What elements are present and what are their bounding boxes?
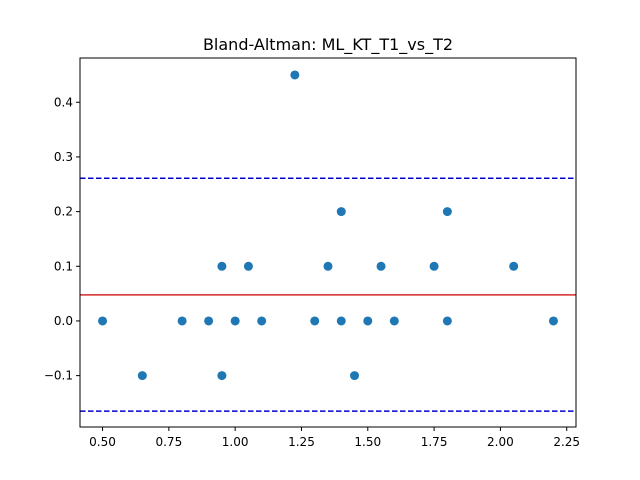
data-point [509, 261, 519, 271]
data-point [217, 371, 227, 381]
data-point [177, 316, 187, 326]
data-point [336, 316, 346, 326]
data-point [350, 371, 360, 381]
x-tick-label: 1.00 [222, 435, 249, 449]
data-point [323, 261, 333, 271]
x-tick-label: 0.50 [89, 435, 116, 449]
data-point [310, 316, 320, 326]
data-point [137, 371, 147, 381]
data-point [363, 316, 373, 326]
x-tick-label: 1.50 [354, 435, 381, 449]
data-point [376, 261, 386, 271]
y-tick-label: −0.1 [44, 369, 73, 383]
data-point [442, 207, 452, 217]
data-point [429, 261, 439, 271]
x-tick-label: 1.25 [288, 435, 315, 449]
x-tick-label: 2.25 [553, 435, 580, 449]
data-point [243, 261, 253, 271]
y-tick-label: 0.4 [54, 95, 73, 109]
reference-lines [80, 177, 576, 412]
data-point [389, 316, 399, 326]
data-point [548, 316, 558, 326]
x-axis: 0.50 0.75 1.00 1.25 1.50 1.75 2.00 2.25 [89, 427, 580, 449]
x-tick-label: 0.75 [155, 435, 182, 449]
data-point [257, 316, 267, 326]
data-point [217, 261, 227, 271]
data-point [204, 316, 214, 326]
plot-area-frame [79, 57, 577, 428]
data-point [442, 316, 452, 326]
y-tick-label: 0.3 [54, 150, 73, 164]
x-tick-label: 1.75 [421, 435, 448, 449]
data-point [230, 316, 240, 326]
y-tick-label: 0.0 [54, 314, 73, 328]
y-tick-label: 0.1 [54, 259, 73, 273]
data-points [98, 70, 558, 381]
data-point [290, 70, 300, 80]
data-point [336, 207, 346, 217]
data-point [98, 316, 108, 326]
x-tick-label: 2.00 [487, 435, 514, 449]
y-axis: −0.1 0.0 0.1 0.2 0.3 0.4 [44, 95, 80, 383]
chart-title: Bland-Altman: ML_KT_T1_vs_T2 [203, 35, 453, 55]
y-tick-label: 0.2 [54, 205, 73, 219]
